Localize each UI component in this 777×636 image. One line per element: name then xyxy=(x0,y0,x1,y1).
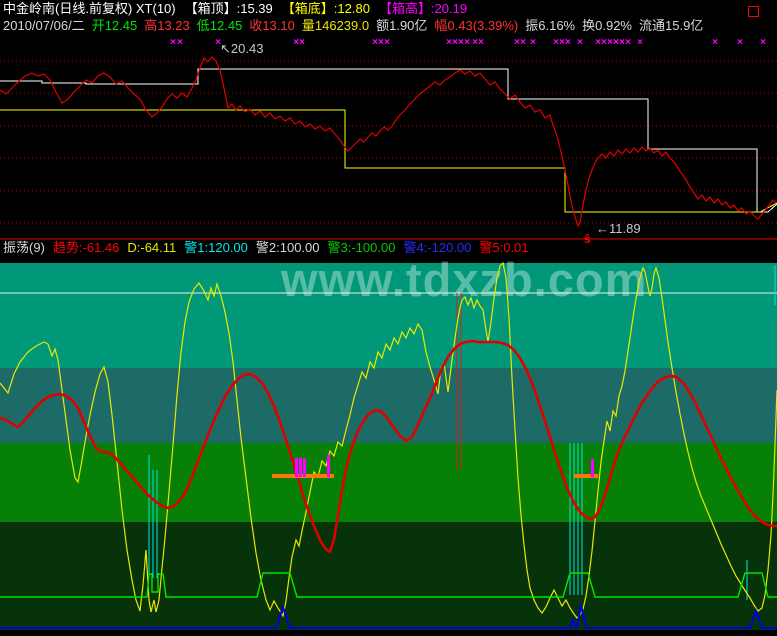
sell-cross-mark: × xyxy=(637,37,643,48)
level-band xyxy=(0,522,777,630)
magenta-marker-bar xyxy=(299,458,302,477)
box-top-line xyxy=(0,68,777,213)
quote-field: 低12.45 xyxy=(196,18,243,33)
sell-cross-mark: × xyxy=(712,37,718,48)
sell-cross-mark: × xyxy=(458,37,464,48)
sell-cross-mark: × xyxy=(607,37,613,48)
quote-field: 额1.90亿 xyxy=(376,18,428,33)
indicator-param: 趋势:-61.46 xyxy=(52,240,120,255)
sell-cross-mark: × xyxy=(619,37,625,48)
quote-field: 2010/07/06/二 xyxy=(3,18,85,33)
indicator-param: 警4:-120.00 xyxy=(403,240,472,255)
sell-cross-mark: × xyxy=(464,37,470,48)
sell-cross-mark: × xyxy=(553,37,559,48)
sell-cross-mark: × xyxy=(760,37,766,48)
quote-field: 高13.23 xyxy=(144,18,190,33)
sell-cross-mark: × xyxy=(601,37,607,48)
low-price-label: ←11.89 xyxy=(596,221,641,236)
indicator-name[interactable]: 振荡(9) xyxy=(3,240,45,255)
orange-marker-bar xyxy=(574,474,598,478)
sell-cross-mark: × xyxy=(478,37,484,48)
magenta-marker-bar xyxy=(303,458,306,477)
sell-cross-mark: × xyxy=(577,37,583,48)
oscillator-fast-line xyxy=(0,261,777,619)
sell-cross-mark: × xyxy=(215,37,221,48)
sell-cross-mark: × xyxy=(372,37,378,48)
sell-cross-mark: × xyxy=(514,37,520,48)
watermark: www.tdxzb.com xyxy=(280,253,647,306)
oscillator-slow-line xyxy=(0,339,777,554)
quote-field: 收13.10 xyxy=(249,18,295,33)
indicator-header-row: 振荡(9) 趋势:-61.46 D:-64.11 警1:120.00 警2:100.0… xyxy=(3,240,529,256)
sell-cross-mark: × xyxy=(737,37,743,48)
sell-cross-mark: × xyxy=(559,37,565,48)
quote-info-row: 2010/07/06/二 开12.45 高13.23 低12.45 收13.10 量146… xyxy=(3,18,703,34)
magenta-marker-bar xyxy=(295,458,298,477)
quote-field: 振6.16% xyxy=(525,18,576,33)
level-band xyxy=(0,443,777,522)
bottom-signal-green-line xyxy=(0,572,777,598)
magenta-marker-bar xyxy=(327,455,330,477)
quote-field: 量146239.0 xyxy=(301,18,370,33)
sell-marker: ŝ xyxy=(584,232,591,246)
magenta-marker-bar xyxy=(591,459,594,477)
high-price-label: ↖20.43 xyxy=(220,41,263,56)
sell-cross-mark: × xyxy=(565,37,571,48)
indicator-param: 警3:-100.00 xyxy=(327,240,396,255)
alert-red-box-icon xyxy=(748,6,759,17)
sell-cross-mark: × xyxy=(293,37,299,48)
sell-cross-mark: × xyxy=(625,37,631,48)
sell-cross-mark: × xyxy=(595,37,601,48)
oscillator-panel[interactable]: www.tdxzb.com xyxy=(0,253,777,630)
quote-field: 流通15.9亿 xyxy=(639,18,704,33)
sell-cross-mark: × xyxy=(384,37,390,48)
sell-cross-mark: × xyxy=(472,37,478,48)
box-bottom-line xyxy=(0,109,777,213)
sell-cross-mark: × xyxy=(452,37,458,48)
price-line xyxy=(0,56,777,228)
indicator-param: 警5:0.01 xyxy=(479,240,529,255)
level-band xyxy=(0,368,777,443)
indicator-param: 警1:120.00 xyxy=(184,240,248,255)
indicator-param: D:-64.11 xyxy=(127,240,177,255)
sell-cross-mark: × xyxy=(520,37,526,48)
main-price-chart[interactable]: × × × × × × × × × × × × × × × × × × × × × × × × × × × × × × ×↖20.43←11… xyxy=(0,37,777,246)
sell-cross-mark: × xyxy=(177,37,183,48)
level-band xyxy=(0,263,777,368)
sell-cross-mark: × xyxy=(530,37,536,48)
sell-cross-mark: × xyxy=(446,37,452,48)
quote-field: 开12.45 xyxy=(91,18,138,33)
box-value: 【箱高】:20.19 xyxy=(378,1,468,16)
box-value: 【箱底】:12.80 xyxy=(281,1,370,16)
stock-title: 中金岭南(日线.前复权) XT(10) xyxy=(3,1,176,16)
quote-field: 换0.92% xyxy=(582,18,632,33)
sell-cross-mark: × xyxy=(299,37,305,48)
sell-cross-mark: × xyxy=(378,37,384,48)
sell-cross-mark: × xyxy=(613,37,619,48)
box-value: 【箱顶】:15.39 xyxy=(184,1,273,16)
quote-field: 幅0.43(3.39%) xyxy=(434,18,519,33)
bottom-signal-blue-line xyxy=(0,603,777,629)
indicator-param: 警2:100.00 xyxy=(255,240,320,255)
title-bar: 中金岭南(日线.前复权) XT(10) 【箱顶】:15.39 【箱底】:12.80… xyxy=(3,1,467,17)
sell-cross-mark: × xyxy=(170,37,176,48)
